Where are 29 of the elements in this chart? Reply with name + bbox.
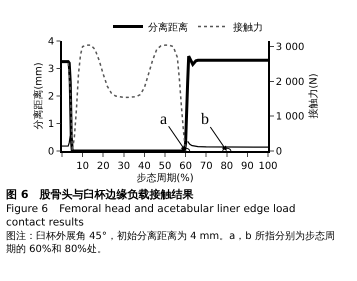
y-tick-label: 4 bbox=[48, 36, 54, 48]
y-axis-title: 分离距离(mm) bbox=[32, 62, 44, 130]
y2-tick-label: 2 000 bbox=[276, 76, 304, 88]
x-tick-label: 50 bbox=[158, 160, 172, 172]
y2-tick-label: 3 000 bbox=[276, 42, 304, 54]
x-tick-label: 40 bbox=[138, 160, 151, 172]
x-tick-label: 30 bbox=[117, 160, 130, 172]
y-tick-label: 3 bbox=[48, 64, 54, 75]
legend-label: 接触力 bbox=[233, 21, 263, 34]
legend-label: 分离距离 bbox=[148, 21, 188, 34]
x-tick-label: 80 bbox=[220, 160, 234, 172]
y-tick-label: 2 bbox=[48, 92, 54, 102]
x-tick-label: 100 bbox=[258, 160, 278, 172]
y-tick-label: 0 bbox=[48, 146, 54, 158]
text: Figure 6 Femoral head and acetabular liner edge load contact results bbox=[6, 203, 296, 229]
text: 图 6 股骨头与臼杯边缘负载接触结果 bbox=[6, 188, 194, 201]
x-tick-label: 10 bbox=[76, 160, 89, 172]
annotation: a bbox=[160, 111, 168, 128]
x-tick-label: 70 bbox=[200, 160, 213, 172]
y2-axis-title: 接触力(N) bbox=[307, 73, 320, 119]
y2-tick-label: 0 bbox=[276, 146, 282, 158]
text: 图注：臼杯外展角 45°，初始分离距离为 4 mm。a，b 所指分别为步态周期的 60%和 80%处。 bbox=[6, 230, 335, 255]
y2-tick-label: 1 000 bbox=[276, 112, 304, 123]
y-tick-label: 1 bbox=[48, 119, 54, 130]
x-tick-label: 20 bbox=[96, 160, 110, 172]
annotation: b bbox=[201, 111, 209, 128]
x-tick-label: 90 bbox=[241, 160, 254, 172]
x-tick-label: 60 bbox=[179, 160, 192, 172]
x-axis-title: 步态周期(%) bbox=[136, 172, 194, 184]
